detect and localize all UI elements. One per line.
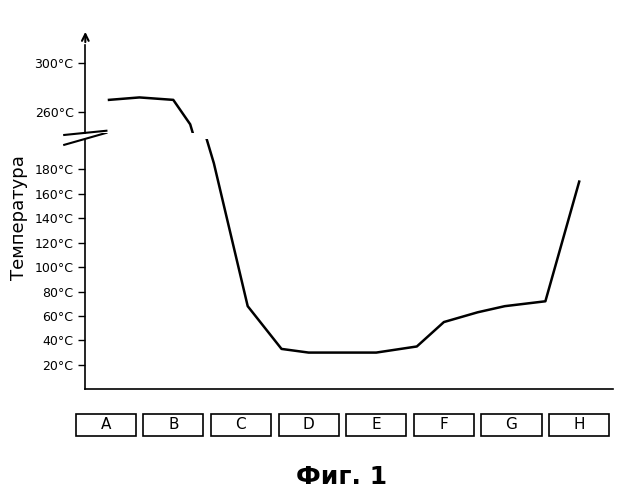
Text: Температура: Температура bbox=[10, 155, 28, 279]
FancyBboxPatch shape bbox=[482, 414, 542, 436]
FancyBboxPatch shape bbox=[143, 414, 204, 436]
Text: H: H bbox=[573, 417, 585, 433]
Text: E: E bbox=[372, 417, 381, 433]
Text: D: D bbox=[303, 417, 315, 433]
FancyBboxPatch shape bbox=[76, 414, 136, 436]
Text: A: A bbox=[100, 417, 111, 433]
Text: B: B bbox=[168, 417, 178, 433]
FancyBboxPatch shape bbox=[549, 414, 609, 436]
FancyBboxPatch shape bbox=[346, 414, 406, 436]
Text: Фиг. 1: Фиг. 1 bbox=[296, 465, 387, 489]
Text: C: C bbox=[236, 417, 246, 433]
FancyBboxPatch shape bbox=[211, 414, 271, 436]
FancyBboxPatch shape bbox=[279, 414, 339, 436]
FancyBboxPatch shape bbox=[414, 414, 474, 436]
Text: F: F bbox=[439, 417, 448, 433]
Text: G: G bbox=[506, 417, 518, 433]
